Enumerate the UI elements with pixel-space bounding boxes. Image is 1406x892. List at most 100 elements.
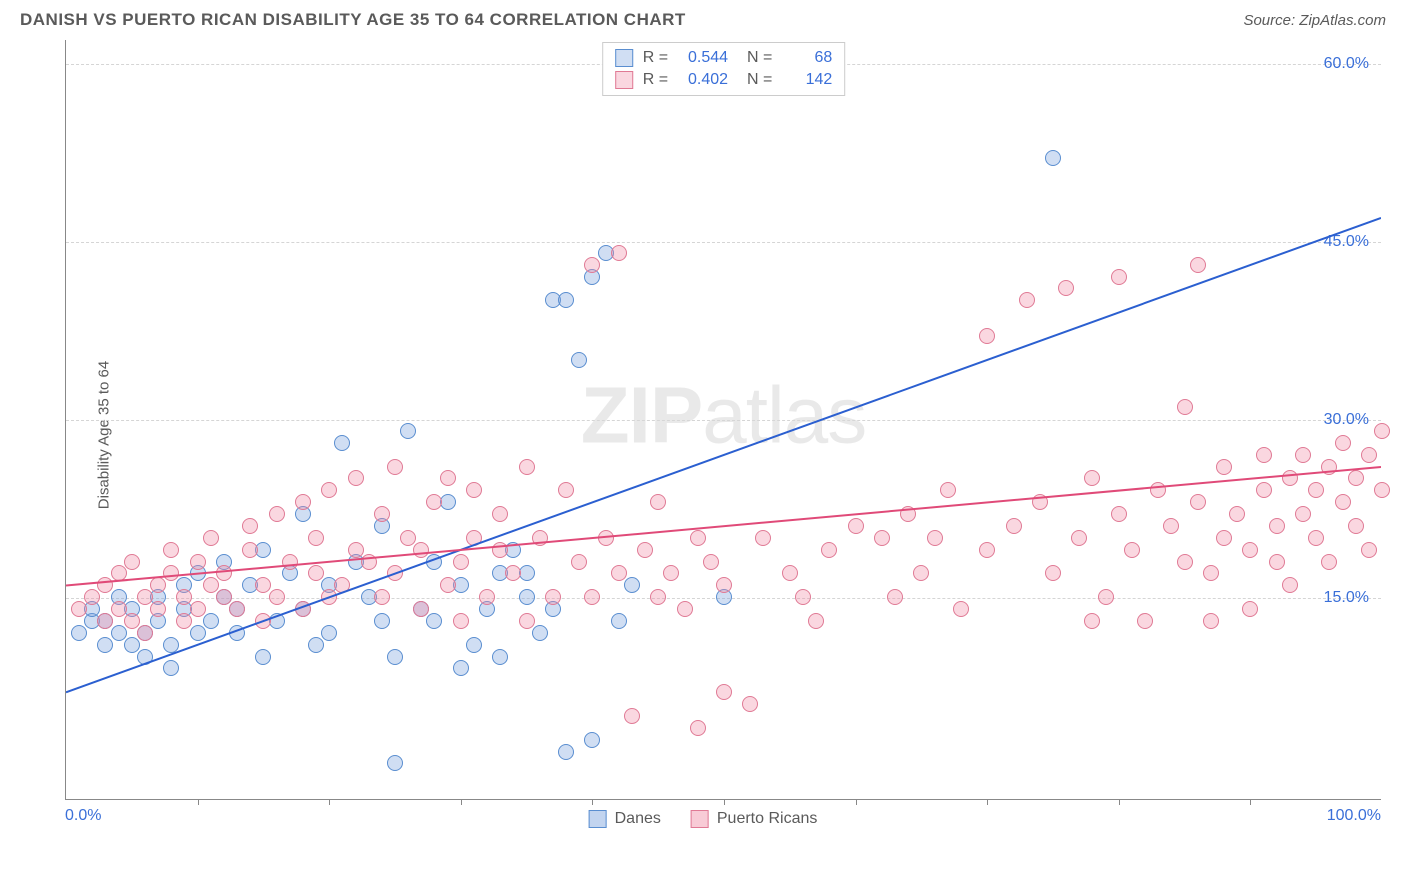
data-point: [413, 542, 429, 558]
data-point: [361, 554, 377, 570]
data-point: [1242, 542, 1258, 558]
data-point: [137, 625, 153, 641]
data-point: [374, 506, 390, 522]
data-point: [492, 506, 508, 522]
legend-item: Danes: [589, 810, 661, 828]
data-point: [269, 506, 285, 522]
data-point: [1295, 447, 1311, 463]
data-point: [229, 625, 245, 641]
data-point: [334, 435, 350, 451]
x-tick-label: 0.0%: [65, 807, 101, 825]
data-point: [466, 530, 482, 546]
data-point: [558, 292, 574, 308]
legend-n-value: 68: [782, 49, 832, 67]
data-point: [1308, 530, 1324, 546]
data-point: [1058, 280, 1074, 296]
data-point: [874, 530, 890, 546]
data-point: [426, 554, 442, 570]
correlation-legend: R =0.544 N =68R =0.402 N =142: [602, 42, 846, 96]
data-point: [940, 482, 956, 498]
data-point: [242, 542, 258, 558]
data-point: [1269, 518, 1285, 534]
legend-n-label: N =: [738, 49, 772, 67]
data-point: [163, 565, 179, 581]
legend-swatch: [615, 71, 633, 89]
data-point: [453, 554, 469, 570]
chart-title: DANISH VS PUERTO RICAN DISABILITY AGE 35…: [20, 10, 686, 30]
data-point: [900, 506, 916, 522]
data-point: [137, 589, 153, 605]
data-point: [1163, 518, 1179, 534]
data-point: [348, 542, 364, 558]
data-point: [1242, 601, 1258, 617]
data-point: [848, 518, 864, 534]
data-point: [1111, 506, 1127, 522]
x-tick-label: 100.0%: [1327, 807, 1381, 825]
data-point: [637, 542, 653, 558]
data-point: [1282, 577, 1298, 593]
data-point: [84, 589, 100, 605]
header: DANISH VS PUERTO RICAN DISABILITY AGE 35…: [0, 0, 1406, 35]
y-tick-label: 30.0%: [1324, 411, 1369, 429]
data-point: [190, 554, 206, 570]
data-point: [466, 637, 482, 653]
data-point: [229, 601, 245, 617]
data-point: [545, 589, 561, 605]
x-tick-mark: [987, 799, 988, 805]
data-point: [1282, 470, 1298, 486]
data-point: [124, 637, 140, 653]
data-point: [755, 530, 771, 546]
data-point: [927, 530, 943, 546]
x-tick-mark: [198, 799, 199, 805]
data-point: [887, 589, 903, 605]
data-point: [203, 613, 219, 629]
data-point: [742, 696, 758, 712]
data-point: [387, 649, 403, 665]
legend-r-value: 0.544: [678, 49, 728, 67]
data-point: [650, 494, 666, 510]
data-point: [1269, 554, 1285, 570]
data-point: [453, 660, 469, 676]
data-point: [255, 649, 271, 665]
data-point: [519, 459, 535, 475]
legend-n-label: N =: [738, 71, 772, 89]
data-point: [308, 637, 324, 653]
data-point: [1111, 269, 1127, 285]
legend-r-label: R =: [643, 49, 668, 67]
data-point: [1177, 554, 1193, 570]
data-point: [808, 613, 824, 629]
data-point: [584, 589, 600, 605]
data-point: [295, 494, 311, 510]
data-point: [150, 601, 166, 617]
data-point: [492, 649, 508, 665]
data-point: [111, 625, 127, 641]
data-point: [97, 577, 113, 593]
data-point: [400, 530, 416, 546]
data-point: [650, 589, 666, 605]
gridline: [66, 242, 1381, 243]
data-point: [124, 554, 140, 570]
data-point: [203, 577, 219, 593]
data-point: [505, 565, 521, 581]
data-point: [203, 530, 219, 546]
x-tick-mark: [1119, 799, 1120, 805]
data-point: [426, 613, 442, 629]
data-point: [1084, 470, 1100, 486]
data-point: [1374, 482, 1390, 498]
data-point: [111, 601, 127, 617]
data-point: [795, 589, 811, 605]
data-point: [611, 565, 627, 581]
data-point: [571, 352, 587, 368]
data-point: [1216, 459, 1232, 475]
x-tick-mark: [592, 799, 593, 805]
data-point: [1256, 447, 1272, 463]
legend-item: Puerto Ricans: [691, 810, 818, 828]
data-point: [1045, 150, 1061, 166]
data-point: [519, 613, 535, 629]
data-point: [611, 613, 627, 629]
data-point: [584, 732, 600, 748]
x-tick-mark: [1250, 799, 1251, 805]
data-point: [1137, 613, 1153, 629]
data-point: [216, 565, 232, 581]
series-legend: Danes Puerto Ricans: [589, 810, 818, 828]
